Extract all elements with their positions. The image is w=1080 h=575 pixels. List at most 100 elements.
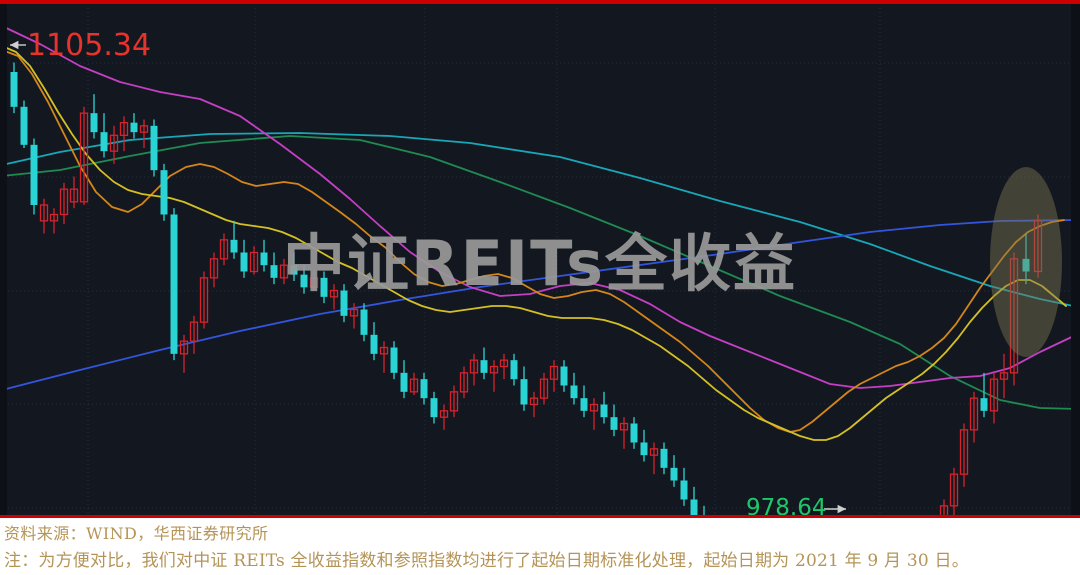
candle-body-up [469,359,479,374]
candle-body-up [69,188,79,203]
candle-body-down [130,122,138,133]
candle-body-up [219,239,229,260]
candle-body-up [649,448,659,456]
source-line: 资料来源：WIND，华西证券研究所 [4,524,269,543]
candle-body-up [249,251,259,273]
candle-body-down [320,277,328,297]
candle-body-up [349,308,359,317]
annotation-arrows [10,40,846,514]
candle-body-down [610,417,618,430]
ma-line-ma-gold [1,45,1067,441]
candle-body-up [589,403,599,412]
candle-body-up [489,365,499,374]
candle-body-down [340,290,348,316]
candle-body-up [549,365,559,380]
candle-body-down [420,379,428,399]
chart-plot-area: 中证REITs全收益 1105.34 978.64 [0,4,1080,518]
candle-body-up [279,264,289,279]
candle-body-up [179,340,189,355]
candle-body-up [999,372,1009,380]
candle-body-down [570,385,578,399]
candle-body-down [640,442,648,456]
candle-body-down [680,480,688,500]
candle-body-down [290,265,298,275]
figure-footnotes: 资料来源：WIND，华西证券研究所 注：为方便对比，我们对中证 REITs 全收… [0,518,1080,574]
candle-body-down [510,360,518,380]
candle-body-down [270,265,278,278]
candle-body-up [939,505,949,515]
candle-body-up [199,277,209,323]
candle-body-down [580,398,588,411]
candle-body-up [969,397,979,431]
candle-body-down [360,309,368,335]
chart-right-gutter [1071,4,1080,515]
candle-body-down [100,132,108,152]
candle-body-up [39,204,49,222]
candle-body-up [989,378,999,412]
candle-body-down [520,379,528,405]
candlestick-chart-svg [0,8,1080,515]
candle-body-up [1009,258,1019,374]
candle-body-down [400,372,408,392]
candle-body-down [370,334,378,354]
candle-body-down [90,113,98,133]
chart-left-gutter [0,4,7,515]
candle-body-down [980,398,988,411]
candle-body-down [240,252,248,272]
candle-body-up [409,378,419,393]
ma-line-ma-magenta [1,25,1079,389]
low-price-annotation: 978.64 [746,495,827,518]
candle-body-up [949,473,959,507]
ma-line-ma-teal [1,132,1079,308]
candle-body-down [170,214,178,354]
ma-line-ma-green [1,135,1079,410]
candle-body-up [499,359,509,368]
candle-body-up [139,125,149,133]
candle-body-up [109,134,119,152]
candle-body-down [630,423,638,443]
ma-line-ma-orange [1,49,1065,433]
candle-body-down [560,366,568,386]
candle-body-up [309,277,319,288]
candle-body-up [449,391,459,412]
candle-body-down [480,360,488,373]
recent-rally-highlight-ellipse [990,167,1062,357]
candle-body-up [539,378,549,399]
candle-body-up [119,122,129,136]
candle-body-down [160,170,168,215]
candle-body-down [390,347,398,373]
high-price-annotation: 1105.34 [27,28,152,63]
candle-body-down [660,448,668,468]
candle-body-down [260,252,268,266]
candle-body-down [30,144,38,205]
ma-line-ma-blue [1,219,1079,391]
candle-body-down [670,467,678,481]
candle-body-up [329,289,339,298]
candle-body-down [230,239,238,253]
moving-average-lines [1,25,1079,441]
candle-body-down [10,72,18,107]
candle-body-up [439,410,449,418]
candle-body-down [300,274,308,288]
candle-body-up [459,372,469,393]
note-line: 注：为方便对比，我们对中证 REITs 全收益指数和参照指数均进行了起始日期标准… [4,551,969,571]
candlestick-series [10,62,1043,515]
candle-body-up [209,258,219,279]
candle-body-up [379,346,389,355]
candle-body-down [20,106,28,145]
candle-body-up [959,429,969,475]
candle-body-up [189,321,199,342]
candle-body-up [529,397,539,406]
candle-body-down [600,404,608,418]
candle-body-down [690,499,698,515]
candle-body-up [59,188,69,216]
candle-body-up [79,112,89,203]
candle-body-up [49,213,59,222]
candle-body-down [1022,258,1030,272]
candle-body-up [1033,220,1043,273]
candle-body-down [150,125,158,171]
chart-panel: 中证REITs全收益 1105.34 978.64 [0,0,1080,518]
candle-body-up [619,422,629,431]
chart-gridlines [0,8,1080,515]
